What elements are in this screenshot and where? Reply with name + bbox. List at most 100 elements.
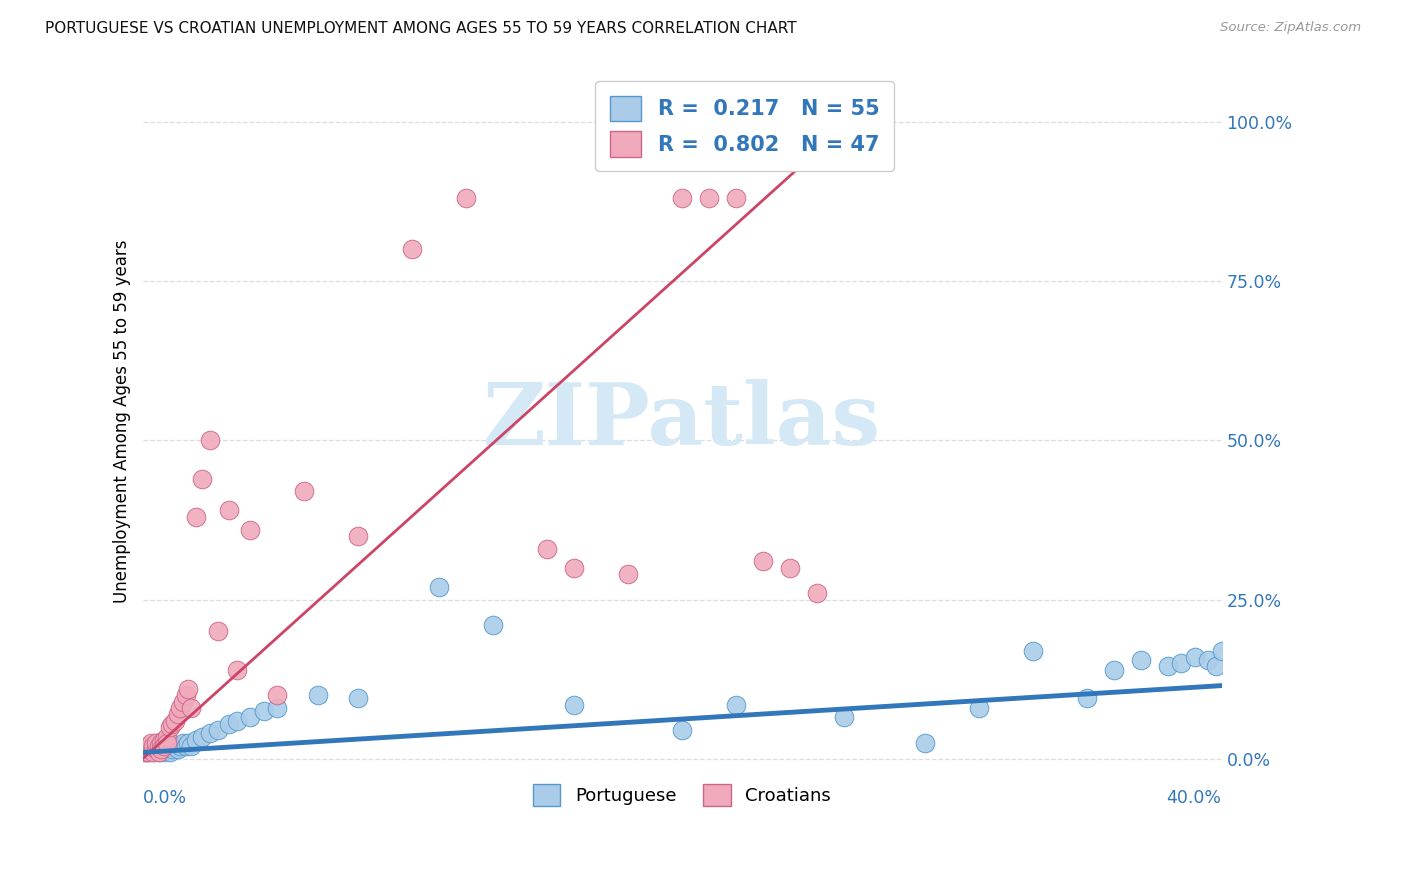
Point (148, 739, 170, 753)
Point (156, 742, 179, 756)
Point (166, 707, 188, 722)
Point (139, 742, 162, 756)
Point (160, 742, 183, 756)
Point (186, 509, 208, 524)
Point (207, 624, 229, 639)
Point (1102, 663, 1125, 677)
Point (136, 746, 159, 760)
Point (724, 698, 747, 712)
Point (401, 243, 423, 257)
Point (697, 191, 720, 205)
Point (153, 732, 176, 747)
Point (180, 701, 202, 715)
Point (562, 561, 585, 575)
Point (169, 739, 191, 753)
Point (671, 723, 693, 738)
Point (218, 503, 240, 517)
Y-axis label: Unemployment Among Ages 55 to 59 years: Unemployment Among Ages 55 to 59 years (114, 240, 131, 603)
Point (145, 742, 167, 756)
Point (456, 191, 478, 205)
Point (156, 730, 179, 744)
Point (163, 739, 186, 753)
Point (150, 736, 173, 750)
Point (153, 736, 176, 750)
Point (191, 730, 214, 744)
Point (180, 739, 202, 753)
Point (160, 716, 183, 731)
Point (617, 567, 640, 582)
Point (266, 688, 288, 702)
Point (145, 742, 167, 756)
Text: 40.0%: 40.0% (1167, 789, 1222, 807)
Point (198, 726, 221, 740)
Point (226, 663, 249, 677)
Point (1184, 649, 1206, 664)
Point (226, 714, 249, 728)
Point (1156, 659, 1178, 673)
Point (159, 746, 181, 760)
Point (142, 739, 165, 753)
Point (1076, 691, 1098, 706)
Point (159, 720, 181, 734)
Text: ZIPatlas: ZIPatlas (484, 379, 882, 463)
Point (292, 484, 315, 499)
Point (307, 688, 329, 702)
Legend: Portuguese, Croatians: Portuguese, Croatians (524, 774, 839, 814)
Point (752, 554, 775, 568)
Point (145, 736, 167, 750)
Point (156, 736, 179, 750)
Point (1211, 643, 1233, 657)
Point (142, 746, 165, 760)
Point (967, 701, 990, 715)
Point (253, 704, 276, 718)
Point (427, 580, 450, 594)
Point (779, 561, 801, 575)
Point (177, 681, 200, 696)
Point (724, 191, 747, 205)
Text: Source: ZipAtlas.com: Source: ZipAtlas.com (1220, 21, 1361, 35)
Point (1022, 643, 1045, 657)
Point (671, 191, 693, 205)
Point (218, 716, 240, 731)
Point (163, 714, 186, 728)
Point (239, 710, 262, 724)
Point (153, 739, 176, 753)
Text: PORTUGUESE VS CROATIAN UNEMPLOYMENT AMONG AGES 55 TO 59 YEARS CORRELATION CHART: PORTUGUESE VS CROATIAN UNEMPLOYMENT AMON… (45, 21, 797, 37)
Point (174, 688, 197, 702)
Point (177, 736, 200, 750)
Point (1170, 657, 1192, 671)
Point (145, 736, 167, 750)
Point (347, 691, 370, 706)
Point (153, 746, 176, 760)
Point (142, 746, 165, 760)
Point (1129, 653, 1152, 667)
Point (482, 618, 505, 632)
Point (172, 736, 194, 750)
Point (806, 586, 828, 600)
Point (172, 694, 194, 708)
Point (156, 739, 179, 753)
Point (136, 739, 159, 753)
Point (136, 746, 159, 760)
Point (169, 701, 191, 715)
Point (134, 746, 156, 760)
Point (347, 529, 370, 543)
Point (150, 742, 173, 756)
Point (148, 746, 170, 760)
Point (191, 472, 214, 486)
Point (150, 739, 173, 753)
Point (139, 736, 162, 750)
Point (832, 710, 855, 724)
Point (142, 739, 165, 753)
Point (239, 523, 262, 537)
Point (148, 746, 170, 760)
Point (150, 742, 173, 756)
Point (139, 739, 162, 753)
Point (562, 698, 585, 712)
Point (198, 434, 221, 448)
Point (207, 723, 229, 738)
Point (159, 736, 181, 750)
Point (174, 739, 197, 753)
Point (148, 739, 170, 753)
Text: 0.0%: 0.0% (142, 789, 187, 807)
